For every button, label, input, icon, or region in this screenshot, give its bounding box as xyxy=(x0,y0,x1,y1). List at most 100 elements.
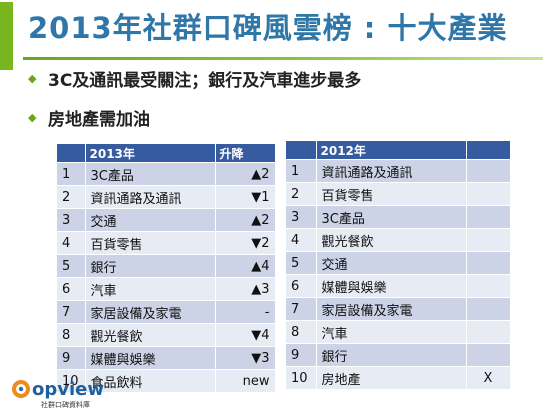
opview-logo-mark: opview xyxy=(12,379,104,400)
industry-cell: 交通 xyxy=(85,208,216,232)
industry-cell: 食品飲料 xyxy=(85,369,216,392)
mark-cell: X xyxy=(466,366,511,389)
mark-cell xyxy=(466,228,511,252)
rank-cell: 2 xyxy=(57,185,86,209)
table-row: 10 食品飲料 new xyxy=(57,369,276,392)
opview-logo: opview 社群口碑資料庫 xyxy=(11,375,131,413)
mark-cell xyxy=(466,343,511,367)
diamond-bullet-icon: ◆ xyxy=(28,72,37,85)
table-row: 4 觀光餐飲 xyxy=(286,228,511,252)
rank-cell: 1 xyxy=(286,159,317,183)
change-cell: ▲2 xyxy=(215,162,276,186)
rank-cell: 4 xyxy=(286,228,317,252)
mark-cell xyxy=(466,182,511,206)
title-underline xyxy=(23,57,543,60)
rank-cell: 5 xyxy=(286,251,317,275)
industry-cell: 房地產 xyxy=(316,366,467,389)
table-row: 9 媒體與娛樂 ▼3 xyxy=(57,346,276,370)
industry-cell: 媒體與娛樂 xyxy=(316,274,467,298)
table-row: 1 3C產品 ▲2 xyxy=(57,162,276,186)
accent-bar xyxy=(0,2,13,70)
table-row: 5 銀行 ▲4 xyxy=(57,254,276,278)
slide-title: 2013年社群口碑風雲榜 : 十大產業 xyxy=(28,11,508,45)
table-row: 8 觀光餐飲 ▼4 xyxy=(57,323,276,347)
bullet-1: ◆ 3C及通訊最受關注；銀行及汽車進步最多 xyxy=(28,66,361,91)
logo-tagline: 社群口碑資料庫 xyxy=(41,401,90,409)
change-cell: ▲3 xyxy=(215,277,276,301)
table-row: 2 百貨零售 xyxy=(286,182,511,206)
industry-cell: 百貨零售 xyxy=(316,182,467,206)
mark-cell xyxy=(466,274,511,298)
rank-cell: 8 xyxy=(286,320,317,344)
rank-cell: 9 xyxy=(57,346,86,370)
change-cell: ▼1 xyxy=(215,185,276,209)
rank-cell: 10 xyxy=(286,366,317,389)
mark-cell xyxy=(466,159,511,183)
ranking-table-2012: 2012年 1 資訊通路及通訊 2 百貨零售 3 3C產品 4 觀光餐飲 5 交通 6 媒體與娛樂 7 家… xyxy=(286,141,511,389)
rank-cell: 3 xyxy=(286,205,317,229)
industry-cell: 3C產品 xyxy=(316,205,467,229)
header-rank xyxy=(57,144,86,163)
bullet-2: ◆ 房地產需加油 xyxy=(28,105,150,130)
rank-cell: 4 xyxy=(57,231,86,255)
industry-cell: 銀行 xyxy=(316,343,467,367)
rank-cell: 5 xyxy=(57,254,86,278)
industry-cell: 觀光餐飲 xyxy=(316,228,467,252)
industry-cell: 家居設備及家電 xyxy=(316,297,467,321)
industry-cell: 交通 xyxy=(316,251,467,275)
industry-cell: 資訊通路及通訊 xyxy=(316,159,467,183)
table-row: 1 資訊通路及通訊 xyxy=(286,159,511,183)
table-row: 7 家居設備及家電 - xyxy=(57,300,276,324)
ranking-table-2013: 2013年 升降 1 3C產品 ▲2 2 資訊通路及通訊 ▼1 3 交通 ▲2 4 百貨零售 ▼2 5 銀… xyxy=(57,144,276,392)
rank-cell: 10 xyxy=(57,369,86,392)
rank-cell: 9 xyxy=(286,343,317,367)
industry-cell: 資訊通路及通訊 xyxy=(85,185,216,209)
change-cell: ▼4 xyxy=(215,323,276,347)
header-year-2012: 2012年 xyxy=(316,141,467,160)
bullet-2-text: 房地產需加油 xyxy=(48,110,150,130)
industry-cell: 媒體與娛樂 xyxy=(85,346,216,370)
table-row: 6 汽車 ▲3 xyxy=(57,277,276,301)
rank-cell: 7 xyxy=(286,297,317,321)
industry-cell: 觀光餐飲 xyxy=(85,323,216,347)
change-cell: ▼3 xyxy=(215,346,276,370)
header-rank xyxy=(286,141,317,160)
industry-cell: 銀行 xyxy=(85,254,216,278)
rank-cell: 1 xyxy=(57,162,86,186)
table-row: 6 媒體與娛樂 xyxy=(286,274,511,298)
header-change: 升降 xyxy=(215,144,276,163)
change-cell: ▲2 xyxy=(215,208,276,232)
header-mark xyxy=(466,141,511,160)
table-row: 7 家居設備及家電 xyxy=(286,297,511,321)
logo-wordmark: opview xyxy=(32,379,104,400)
mark-cell xyxy=(466,320,511,344)
table-row: 3 3C產品 xyxy=(286,205,511,229)
rank-cell: 6 xyxy=(57,277,86,301)
table-row: 2 資訊通路及通訊 ▼1 xyxy=(57,185,276,209)
rank-cell: 6 xyxy=(286,274,317,298)
rank-cell: 2 xyxy=(286,182,317,206)
bullet-1-text: 3C及通訊最受關注；銀行及汽車進步最多 xyxy=(48,71,362,91)
mark-cell xyxy=(466,205,511,229)
industry-cell: 3C產品 xyxy=(85,162,216,186)
table-row: 9 銀行 xyxy=(286,343,511,367)
industry-cell: 家居設備及家電 xyxy=(85,300,216,324)
rank-cell: 8 xyxy=(57,323,86,347)
table-row: 4 百貨零售 ▼2 xyxy=(57,231,276,255)
table-row: 5 交通 xyxy=(286,251,511,275)
change-cell: ▲4 xyxy=(215,254,276,278)
table-row: 3 交通 ▲2 xyxy=(57,208,276,232)
rank-cell: 7 xyxy=(57,300,86,324)
mark-cell xyxy=(466,297,511,321)
change-cell: ▼2 xyxy=(215,231,276,255)
industry-cell: 百貨零售 xyxy=(85,231,216,255)
diamond-bullet-icon: ◆ xyxy=(28,111,37,124)
change-cell: new xyxy=(215,369,276,392)
rank-cell: 3 xyxy=(57,208,86,232)
mark-cell xyxy=(466,251,511,275)
industry-cell: 汽車 xyxy=(85,277,216,301)
industry-cell: 汽車 xyxy=(316,320,467,344)
change-cell: - xyxy=(215,300,276,324)
header-year-2013: 2013年 xyxy=(85,144,216,163)
